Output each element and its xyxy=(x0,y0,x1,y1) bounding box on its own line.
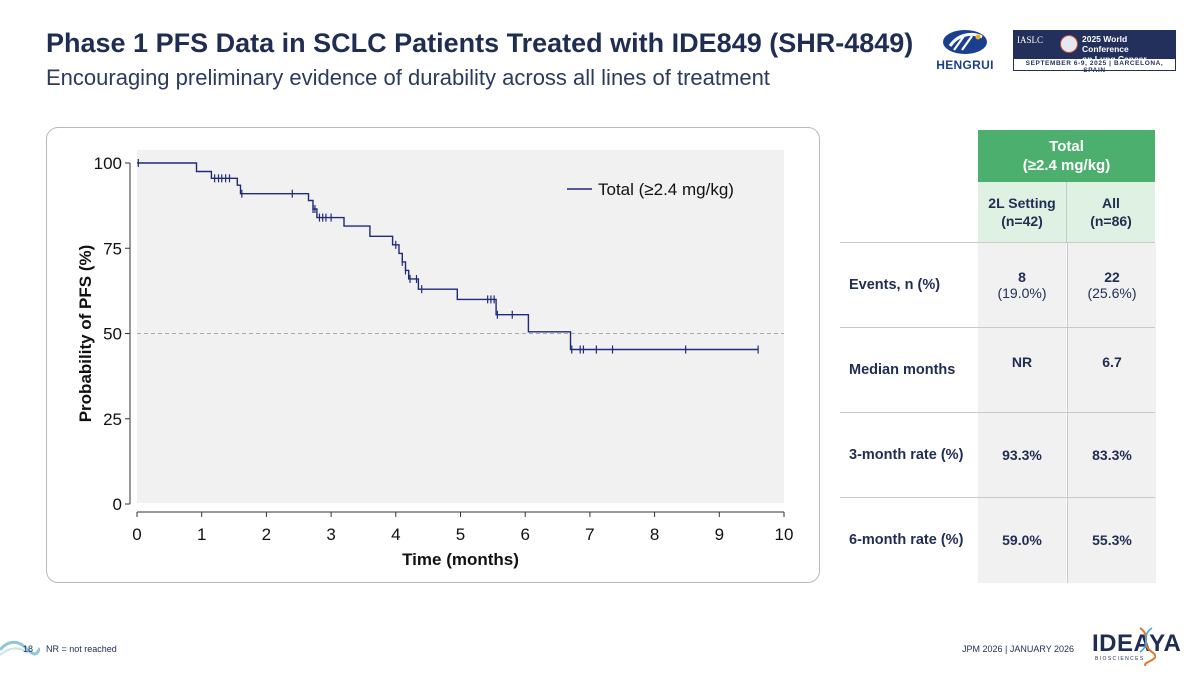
row-label: 6-month rate (%) xyxy=(849,532,964,548)
column-n: (n=42) xyxy=(1001,213,1043,229)
column-label: 2L Setting xyxy=(988,195,1056,211)
table-cell: NR xyxy=(978,328,1066,413)
table-cell: 93.3% xyxy=(978,413,1066,498)
plot-background xyxy=(137,150,784,503)
column-divider xyxy=(1066,182,1067,242)
hengrui-wordmark: HENGRUI xyxy=(936,58,994,72)
cell-value: NR xyxy=(1011,354,1033,370)
event-label: JPM 2026 | JANUARY 2026 xyxy=(962,644,1075,654)
dna-helix-icon xyxy=(1139,627,1156,666)
x-tick-label: 5 xyxy=(456,525,465,544)
wclc-banner xyxy=(1014,31,1175,59)
column-label: All xyxy=(1102,195,1120,211)
cell-percent: (19.0%) xyxy=(997,285,1047,301)
conference-name-line2: on Lung Cancer xyxy=(1082,54,1147,64)
table-cell: 8 (19.0%) xyxy=(978,243,1066,328)
wave-decoration-icon xyxy=(0,640,40,656)
y-axis-title: Probability of PFS (%) xyxy=(76,245,95,423)
x-tick-label: 2 xyxy=(262,525,271,544)
conference-dates: SEPTEMBER 6-9, 2025 | BARCELONA, SPAIN xyxy=(1025,60,1164,74)
table-header-title: Total xyxy=(1049,138,1084,155)
column-header-all: All (n=86) xyxy=(1067,182,1155,242)
y-tick-label: 25 xyxy=(103,410,122,429)
x-tick-label: 6 xyxy=(520,525,529,544)
table-cell: 55.3% xyxy=(1067,498,1156,583)
table-cell: 59.0% xyxy=(978,498,1066,583)
ideaya-logo: IDEAYA BIOSCIENCES xyxy=(1092,626,1181,666)
km-chart: 0 25 50 75 100 0 1 2 3 4 5 6 7 8 9 10 Time (months) Proba… xyxy=(76,150,794,569)
iaslc-label: IASLC xyxy=(1017,35,1044,45)
x-tick-label: 8 xyxy=(650,525,659,544)
x-tick-label: 1 xyxy=(197,525,206,544)
table-cell: 83.3% xyxy=(1067,413,1156,498)
ideaya-wordmark: IDEAYA xyxy=(1092,630,1182,657)
slide-title: Phase 1 PFS Data in SCLC Patients Treate… xyxy=(46,28,914,58)
footnote: NR = not reached xyxy=(46,644,117,654)
x-axis-title: Time (months) xyxy=(402,550,519,569)
page-number: 18 xyxy=(23,644,34,654)
row-label: 3-month rate (%) xyxy=(849,447,964,463)
table-header-total: Total (≥2.4 mg/kg) xyxy=(978,130,1155,182)
table-header-subtitle: (≥2.4 mg/kg) xyxy=(1022,157,1111,174)
km-chart-panel: 0 25 50 75 100 0 1 2 3 4 5 6 7 8 9 10 Time (months) Proba… xyxy=(46,127,820,583)
cell-value: 59.0% xyxy=(1002,532,1042,548)
cell-percent: (25.6%) xyxy=(1087,285,1137,301)
ideaya-subtext: BIOSCIENCES xyxy=(1095,656,1145,662)
cell-value: 8 xyxy=(1018,269,1026,285)
x-tick-label: 3 xyxy=(326,525,335,544)
y-tick-label: 75 xyxy=(103,239,122,258)
row-label: Median months xyxy=(849,362,956,378)
conference-name-line1: 2025 World Conference xyxy=(1082,34,1129,54)
cell-value: 93.3% xyxy=(1002,447,1042,463)
x-tick-label: 7 xyxy=(585,525,594,544)
x-tick-label: 4 xyxy=(391,525,400,544)
table-row-events: Events, n (%) 8 (19.0%) 22 (25.6%) xyxy=(840,242,1156,328)
x-tick-label: 0 xyxy=(132,525,141,544)
y-tick-label: 100 xyxy=(94,154,122,173)
cell-value: 6.7 xyxy=(1102,354,1122,370)
table-row-median: Median months NR 6.7 xyxy=(840,327,1156,413)
x-tick-label: 9 xyxy=(715,525,724,544)
row-label: Events, n (%) xyxy=(849,277,941,293)
legend-label: Total (≥2.4 mg/kg) xyxy=(598,180,734,199)
y-tick-label: 0 xyxy=(113,495,122,514)
table-row-6mo: 6-month rate (%) 59.0% 55.3% xyxy=(840,497,1156,583)
column-n: (n=86) xyxy=(1090,213,1132,229)
hengrui-mark-icon xyxy=(943,30,987,54)
table-cell: 22 (25.6%) xyxy=(1067,243,1156,328)
cell-value: 22 xyxy=(1104,269,1120,285)
km-curve-line xyxy=(137,162,759,351)
wclc-logo: IASLC 2025 World Conference on Lung Canc… xyxy=(1013,30,1176,74)
globe-icon xyxy=(1060,35,1078,53)
x-tick-label: 10 xyxy=(775,525,794,544)
slide-subtitle: Encouraging preliminary evidence of dura… xyxy=(46,65,770,90)
table-cell: 6.7 xyxy=(1067,328,1156,413)
conference-name: 2025 World Conference on Lung Cancer xyxy=(1082,34,1175,64)
hengrui-logo: HENGRUI xyxy=(932,28,998,74)
column-header-2l: 2L Setting (n=42) xyxy=(978,182,1066,242)
cell-value: 83.3% xyxy=(1092,447,1132,463)
y-tick-label: 50 xyxy=(103,325,122,344)
cell-value: 55.3% xyxy=(1092,532,1132,548)
table-row-3mo: 3-month rate (%) 93.3% 83.3% xyxy=(840,412,1156,498)
